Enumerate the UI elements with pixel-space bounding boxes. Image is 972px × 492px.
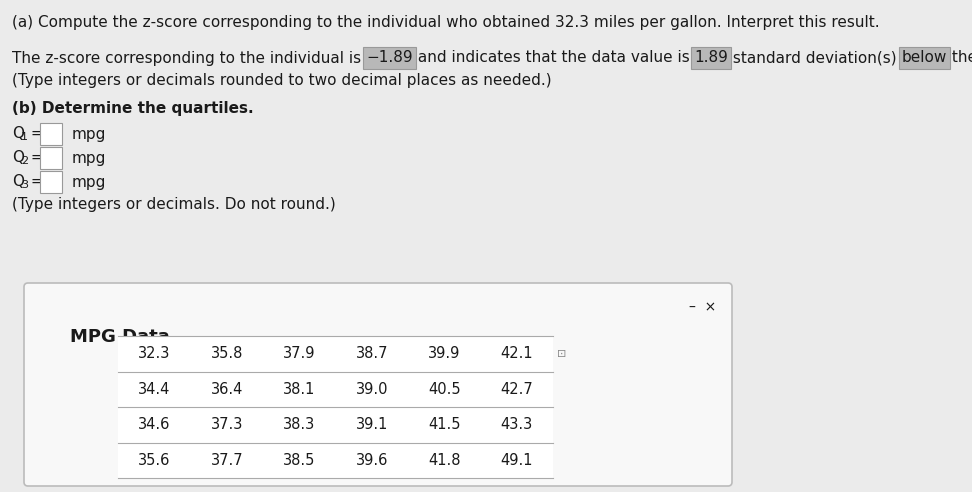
- Text: Q: Q: [12, 175, 24, 189]
- Text: 35.6: 35.6: [138, 453, 170, 468]
- Text: –  ×: – ×: [689, 300, 716, 314]
- Text: 41.8: 41.8: [428, 453, 461, 468]
- Text: 37.7: 37.7: [210, 453, 243, 468]
- Text: −1.89: −1.89: [366, 51, 413, 65]
- Text: 32.3: 32.3: [138, 346, 170, 361]
- Text: =: =: [26, 126, 44, 142]
- Text: the: the: [947, 51, 972, 65]
- Text: 36.4: 36.4: [211, 382, 243, 397]
- Text: 38.3: 38.3: [283, 417, 315, 432]
- Text: 37.9: 37.9: [283, 346, 316, 361]
- Text: 40.5: 40.5: [428, 382, 461, 397]
- Text: 38.5: 38.5: [283, 453, 316, 468]
- Text: 1: 1: [21, 132, 28, 142]
- Text: 38.7: 38.7: [356, 346, 388, 361]
- Text: (Type integers or decimals. Do not round.): (Type integers or decimals. Do not round…: [12, 196, 335, 212]
- Text: mpg: mpg: [72, 175, 106, 189]
- Text: 35.8: 35.8: [211, 346, 243, 361]
- Text: Q: Q: [12, 151, 24, 165]
- Text: mpg: mpg: [72, 151, 106, 165]
- Text: 42.7: 42.7: [501, 382, 533, 397]
- Bar: [118, 336, 553, 478]
- Text: =: =: [26, 151, 44, 165]
- Text: 42.1: 42.1: [501, 346, 533, 361]
- Text: 34.4: 34.4: [138, 382, 170, 397]
- Text: 43.3: 43.3: [501, 417, 533, 432]
- Text: 38.1: 38.1: [283, 382, 316, 397]
- Text: 39.9: 39.9: [428, 346, 461, 361]
- Text: mpg: mpg: [72, 126, 106, 142]
- Text: and indicates that the data value is: and indicates that the data value is: [413, 51, 694, 65]
- FancyBboxPatch shape: [24, 283, 732, 486]
- Text: (a) Compute the z-score corresponding to the individual who obtained 32.3 miles : (a) Compute the z-score corresponding to…: [12, 14, 880, 30]
- Text: 39.6: 39.6: [356, 453, 388, 468]
- Text: Q: Q: [12, 126, 24, 142]
- Text: below: below: [902, 51, 947, 65]
- Text: 39.1: 39.1: [356, 417, 388, 432]
- Text: 39.0: 39.0: [356, 382, 388, 397]
- Text: 2: 2: [21, 156, 28, 166]
- Text: standard deviation(s): standard deviation(s): [728, 51, 902, 65]
- Text: 34.6: 34.6: [138, 417, 170, 432]
- Text: 3: 3: [21, 180, 28, 190]
- Text: =: =: [26, 175, 44, 189]
- Text: 37.3: 37.3: [211, 417, 243, 432]
- Text: The z-score corresponding to the individual is: The z-score corresponding to the individ…: [12, 51, 366, 65]
- Text: 41.5: 41.5: [428, 417, 461, 432]
- Text: ⊡: ⊡: [557, 349, 567, 359]
- Text: MPG Data: MPG Data: [70, 328, 170, 346]
- Text: 49.1: 49.1: [501, 453, 533, 468]
- Text: 1.89: 1.89: [694, 51, 728, 65]
- Text: (Type integers or decimals rounded to two decimal places as needed.): (Type integers or decimals rounded to tw…: [12, 72, 552, 88]
- Text: (b) Determine the quartiles.: (b) Determine the quartiles.: [12, 100, 254, 116]
